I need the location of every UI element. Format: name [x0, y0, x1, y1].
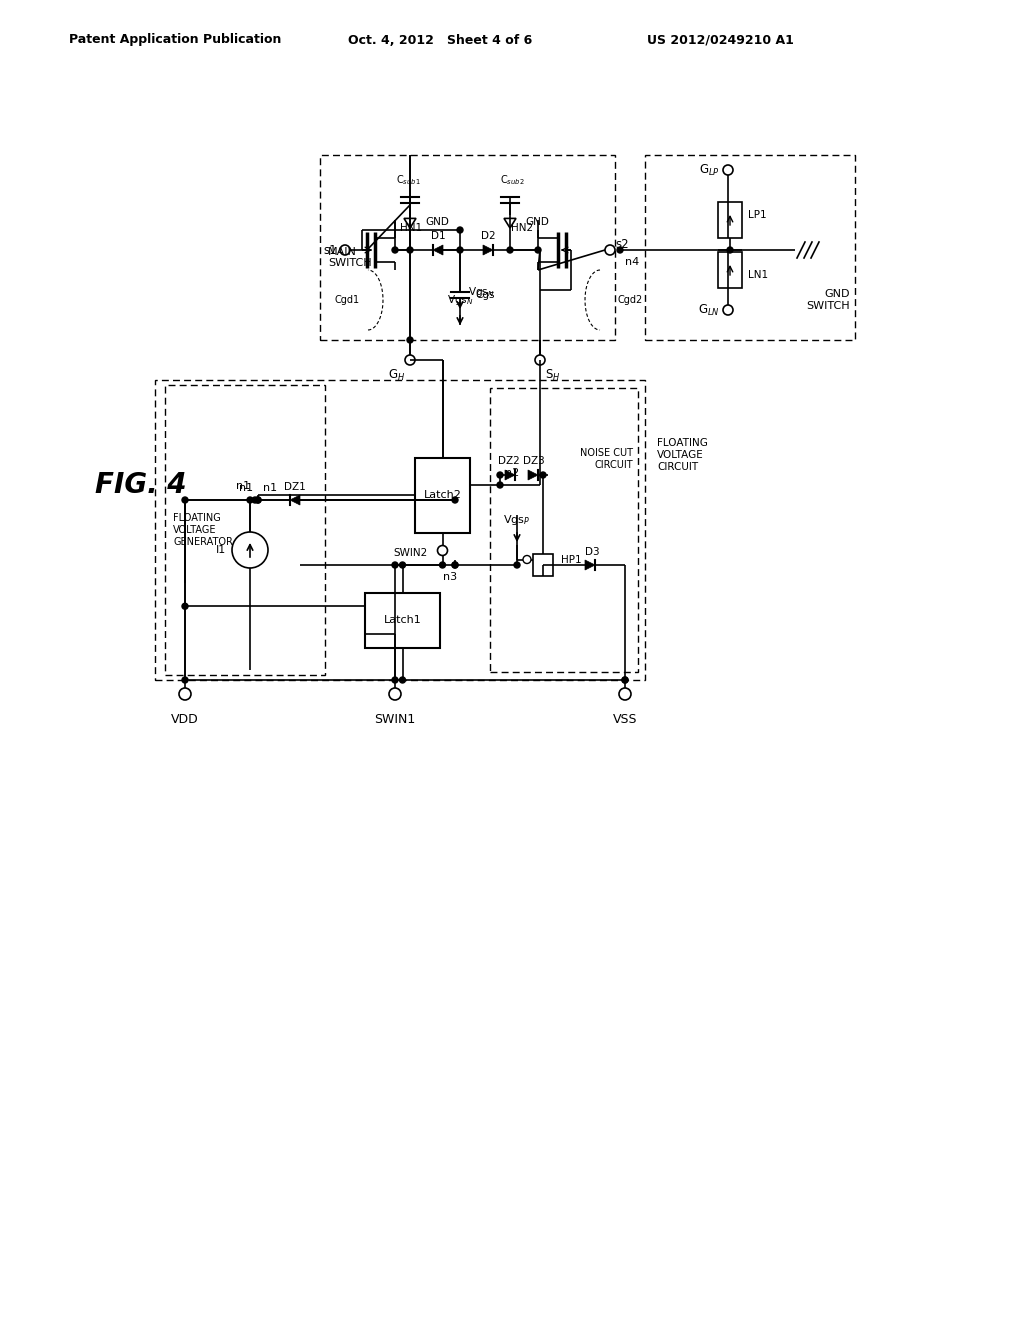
- Text: Patent Application Publication: Patent Application Publication: [69, 33, 282, 46]
- Circle shape: [622, 677, 628, 682]
- Circle shape: [457, 227, 463, 234]
- Text: Oct. 4, 2012   Sheet 4 of 6: Oct. 4, 2012 Sheet 4 of 6: [348, 33, 532, 46]
- Circle shape: [247, 498, 253, 503]
- Circle shape: [392, 677, 398, 682]
- Circle shape: [497, 482, 503, 488]
- Polygon shape: [433, 246, 443, 255]
- Circle shape: [452, 562, 458, 568]
- Text: n1: n1: [236, 480, 250, 491]
- Text: Cgs: Cgs: [475, 290, 495, 300]
- Circle shape: [497, 473, 503, 478]
- Bar: [365, 593, 440, 648]
- Text: Latch1: Latch1: [384, 615, 421, 624]
- Text: n4: n4: [625, 257, 639, 267]
- Text: FLOATING
VOLTAGE
GENERATOR: FLOATING VOLTAGE GENERATOR: [173, 513, 232, 546]
- Polygon shape: [585, 560, 595, 570]
- Text: DZ1: DZ1: [284, 482, 306, 492]
- Bar: [415, 458, 470, 532]
- Text: GND: GND: [425, 216, 449, 227]
- Text: DZ2: DZ2: [498, 455, 520, 466]
- Circle shape: [452, 498, 458, 503]
- Text: MAIN
SWITCH: MAIN SWITCH: [328, 247, 372, 268]
- Text: Vgs$_P$: Vgs$_P$: [504, 513, 530, 527]
- Text: G$_{LP}$: G$_{LP}$: [699, 162, 720, 178]
- Circle shape: [507, 247, 513, 253]
- Text: C$_{sub2}$: C$_{sub2}$: [500, 173, 524, 187]
- Circle shape: [514, 562, 520, 568]
- Circle shape: [457, 247, 463, 253]
- Text: GND: GND: [525, 216, 549, 227]
- Text: n3: n3: [443, 572, 457, 582]
- Bar: [645, 154, 855, 341]
- Text: D2: D2: [480, 231, 496, 242]
- Circle shape: [617, 247, 623, 253]
- Bar: [718, 252, 742, 288]
- Text: n2: n2: [505, 469, 519, 478]
- Text: DZ3: DZ3: [523, 455, 545, 466]
- Text: C$_{sub1}$: C$_{sub1}$: [395, 173, 421, 187]
- Polygon shape: [505, 470, 515, 480]
- Text: s2: s2: [615, 239, 629, 252]
- Text: NOISE CUT
CIRCUIT: NOISE CUT CIRCUIT: [580, 449, 633, 470]
- Polygon shape: [290, 495, 300, 506]
- Text: SWIN2: SWIN2: [393, 548, 427, 557]
- Bar: [319, 154, 615, 341]
- Text: G$_H$: G$_H$: [388, 367, 406, 383]
- Circle shape: [392, 562, 398, 568]
- Text: D3: D3: [585, 546, 599, 557]
- Bar: [165, 385, 325, 675]
- Circle shape: [182, 603, 188, 610]
- Circle shape: [540, 473, 546, 478]
- Text: Cgd2: Cgd2: [618, 294, 643, 305]
- Text: n1: n1: [263, 483, 278, 492]
- Circle shape: [255, 498, 261, 503]
- Circle shape: [182, 677, 188, 682]
- Text: HP1: HP1: [561, 554, 582, 565]
- Circle shape: [622, 677, 628, 682]
- Text: LP1: LP1: [748, 210, 767, 220]
- Circle shape: [407, 337, 413, 343]
- Polygon shape: [483, 246, 493, 255]
- Circle shape: [252, 498, 258, 503]
- Circle shape: [255, 498, 261, 503]
- Text: S$_H$: S$_H$: [545, 367, 560, 383]
- Bar: [490, 388, 638, 672]
- Text: US 2012/0249210 A1: US 2012/0249210 A1: [646, 33, 794, 46]
- Circle shape: [392, 247, 398, 253]
- Text: GND
SWITCH: GND SWITCH: [806, 289, 850, 310]
- Text: FIG. 4: FIG. 4: [95, 471, 186, 499]
- Text: VDD: VDD: [171, 713, 199, 726]
- Text: FLOATING
VOLTAGE
CIRCUIT: FLOATING VOLTAGE CIRCUIT: [657, 438, 708, 471]
- Text: G$_{LN}$: G$_{LN}$: [698, 302, 720, 318]
- Text: D1: D1: [431, 231, 445, 242]
- Bar: [155, 380, 645, 680]
- Circle shape: [439, 562, 445, 568]
- Circle shape: [727, 247, 733, 253]
- Text: Vgs$_N$: Vgs$_N$: [446, 293, 473, 308]
- Text: Cgd1: Cgd1: [335, 294, 360, 305]
- Text: n1: n1: [239, 483, 253, 492]
- Text: s1: s1: [324, 243, 337, 256]
- Text: HN1: HN1: [400, 223, 422, 234]
- Text: I1: I1: [216, 545, 226, 554]
- Text: SWIN1: SWIN1: [375, 713, 416, 726]
- Circle shape: [399, 677, 406, 682]
- Bar: [718, 202, 742, 238]
- Circle shape: [399, 562, 406, 568]
- Circle shape: [452, 562, 458, 568]
- Text: HN2: HN2: [511, 223, 534, 234]
- Text: Vgs$_N$: Vgs$_N$: [468, 285, 495, 300]
- Text: VSS: VSS: [612, 713, 637, 726]
- Text: Latch2: Latch2: [424, 490, 462, 500]
- Circle shape: [535, 247, 541, 253]
- Text: LN1: LN1: [748, 271, 768, 280]
- Bar: [534, 554, 553, 576]
- Circle shape: [407, 247, 413, 253]
- Circle shape: [182, 498, 188, 503]
- Polygon shape: [528, 470, 538, 480]
